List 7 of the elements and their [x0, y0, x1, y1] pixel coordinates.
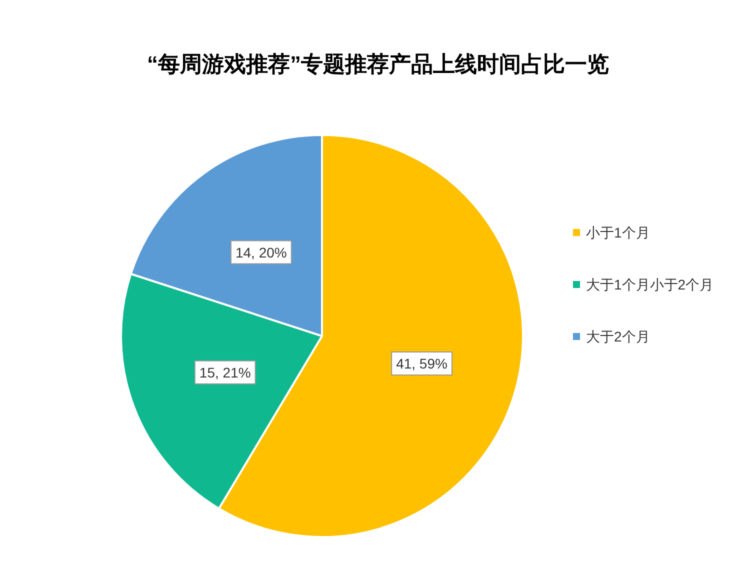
chart-title: “每周游戏推荐”专题推荐产品上线时间占比一览 — [147, 52, 609, 76]
data-label: 15, 21% — [199, 364, 251, 380]
legend-label: 小于1个月 — [586, 224, 650, 240]
legend-label: 大于2个月 — [586, 328, 650, 344]
legend-label: 大于1个月小于2个月 — [586, 276, 714, 292]
data-label: 41, 59% — [396, 356, 448, 372]
data-label: 14, 20% — [235, 244, 287, 260]
